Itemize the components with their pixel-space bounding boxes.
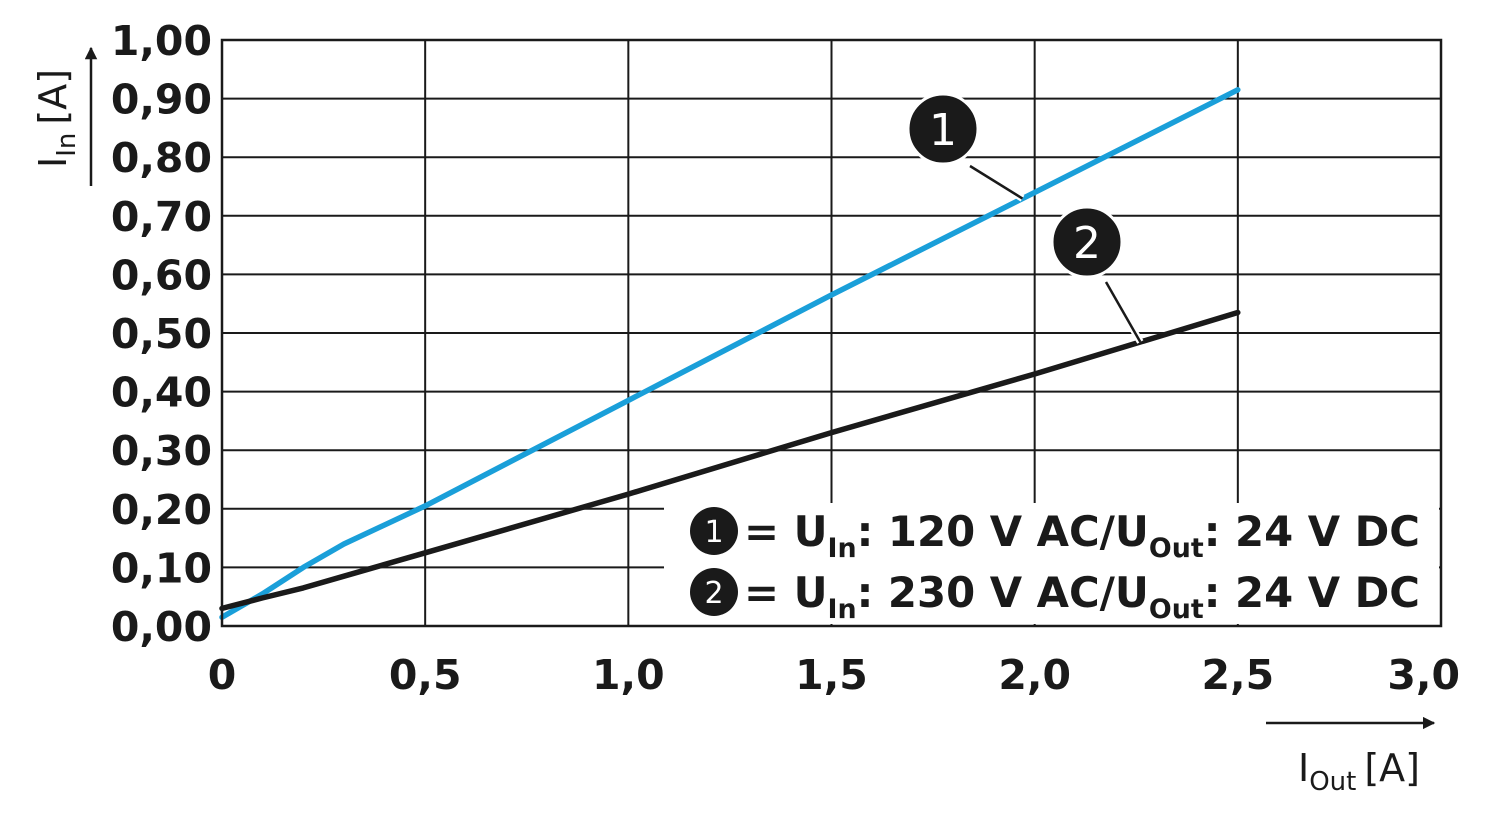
x-tick-label: 2,5: [1202, 651, 1275, 699]
legend-text-part: : 120 V AC/U: [857, 507, 1149, 556]
callout-leader: [969, 164, 1024, 200]
legend-text-part: : 24 V DC: [1204, 507, 1420, 556]
x-tick-label: 0: [208, 651, 237, 699]
y-tick-label: 0,20: [111, 486, 212, 534]
y-tick-label: 0,30: [111, 427, 212, 475]
y-tick-label: 0,10: [111, 544, 212, 592]
y-tick-label: 0,40: [111, 369, 212, 417]
x-tick-label: 2,0: [998, 651, 1071, 699]
legend-text-part: : 24 V DC: [1204, 568, 1420, 617]
callout-leader: [1104, 281, 1142, 343]
series-layer: [219, 87, 1241, 620]
y-axis-label: IIn [A]: [31, 46, 98, 186]
callout-marker-label: 1: [929, 105, 957, 156]
x-tick-label: 1,0: [592, 651, 665, 699]
legend-entry-2: = UIn: 230 V AC/UOut: 24 V DC: [744, 568, 1420, 625]
legend-text-part: Out: [1149, 594, 1204, 625]
y-tick-label: 0,90: [111, 76, 212, 124]
y-axis-label-main: I: [31, 157, 75, 168]
callout-marker-2: [1050, 205, 1124, 279]
legend-marker-label: 1: [704, 515, 723, 550]
plot-frame: [220, 38, 1443, 628]
y-axis-ticks: 0,00 0,10 0,20 0,30 0,40 0,50 0,60 0,70 0,80 0,90…: [111, 17, 212, 651]
legend-marker-2: [690, 568, 738, 616]
x-axis-label-main: I: [1298, 746, 1309, 790]
legend-box: [664, 503, 1439, 624]
legend-text-part: : 230 V AC/U: [857, 568, 1149, 617]
y-axis-label-unit: [A]: [31, 69, 75, 125]
legend-text-part: In: [828, 533, 857, 564]
y-tick-label: 0,00: [111, 603, 212, 651]
legend-marker-1: [690, 507, 738, 555]
y-tick-label: 0,60: [111, 251, 212, 299]
y-tick-label: 0,70: [111, 193, 212, 241]
y-tick-label: 0,50: [111, 310, 212, 358]
svg-text:IIn[A]: IIn [A]: [31, 69, 82, 168]
x-axis-label-sub: Out: [1309, 767, 1356, 797]
callout-marker-1: [906, 92, 980, 166]
legend-text-part: Out: [1149, 533, 1204, 564]
y-tick-label: 1,00: [111, 17, 212, 65]
legend-text-part: In: [828, 594, 857, 625]
x-axis-label: IOut [A]: [1266, 716, 1436, 797]
x-tick-label: 1,5: [795, 651, 868, 699]
legend-background: [664, 503, 1439, 624]
callout-marker-label: 2: [1073, 218, 1101, 269]
x-axis-ticks: 0 0,5 1,0 1,5 2,0 2,5 3,0: [208, 651, 1460, 699]
series-callouts: 12: [906, 92, 1144, 344]
y-axis-label-sub: In: [52, 133, 82, 157]
y-tick-label: 0,80: [111, 134, 212, 182]
legend-marker-label: 2: [704, 576, 723, 611]
x-axis-label-unit: [A]: [1364, 746, 1420, 790]
x-tick-label: 3,0: [1387, 651, 1460, 699]
legend-entry-1: = UIn: 120 V AC/UOut: 24 V DC: [744, 507, 1420, 564]
legend-text-part: = U: [744, 568, 828, 617]
svg-text:IOut[A]: IOut [A]: [1298, 746, 1420, 797]
legend-text-part: = U: [744, 507, 828, 556]
legend: 1 = UIn: 120 V AC/UOut: 24 V DC2 = UIn: …: [690, 507, 1420, 625]
x-tick-label: 0,5: [389, 651, 462, 699]
